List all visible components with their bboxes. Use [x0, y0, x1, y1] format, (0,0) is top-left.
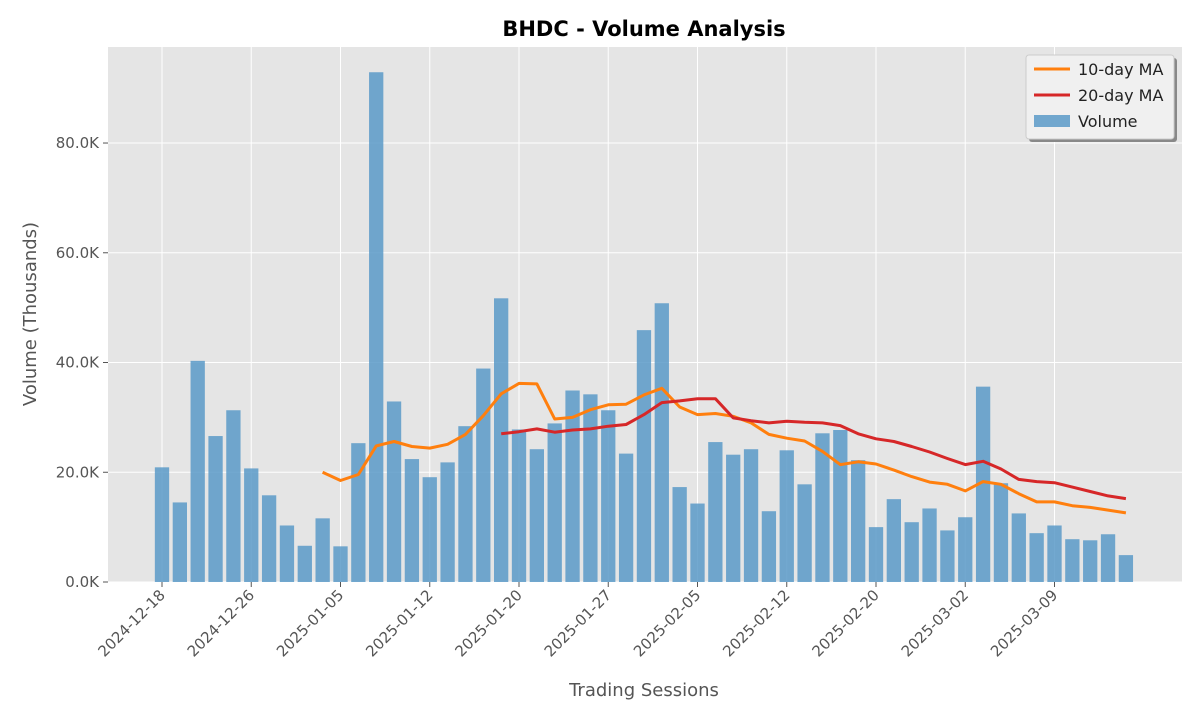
y-tick-label: 80.0K — [56, 134, 100, 152]
volume-bar — [1047, 525, 1061, 582]
volume-bar — [887, 499, 901, 582]
volume-bar — [583, 394, 597, 582]
volume-bar — [797, 484, 811, 582]
volume-bar — [940, 530, 954, 582]
y-tick-label: 40.0K — [56, 354, 100, 372]
volume-bar — [726, 455, 740, 582]
volume-bar — [387, 401, 401, 582]
volume-bar — [173, 502, 187, 582]
volume-bar — [780, 450, 794, 582]
volume-bar — [1030, 533, 1044, 582]
volume-bar — [440, 462, 454, 582]
volume-bar — [762, 511, 776, 582]
y-tick-label: 20.0K — [56, 463, 100, 481]
volume-bar — [708, 442, 722, 582]
x-axis-label: Trading Sessions — [568, 680, 719, 701]
y-tick-label: 60.0K — [56, 244, 100, 262]
volume-bar — [619, 454, 633, 582]
volume-bar — [994, 483, 1008, 582]
volume-bar — [851, 460, 865, 582]
volume-bar — [369, 72, 383, 582]
volume-bar — [405, 459, 419, 582]
chart-title: BHDC - Volume Analysis — [502, 17, 785, 41]
volume-bar — [333, 546, 347, 582]
volume-bar — [548, 423, 562, 582]
volume-bar — [1119, 555, 1133, 582]
volume-bar — [244, 468, 258, 582]
legend: 10-day MA 20-day MA Volume — [1026, 55, 1177, 142]
legend-label: 20-day MA — [1078, 86, 1163, 105]
volume-bar — [494, 298, 508, 582]
volume-bar — [833, 430, 847, 582]
volume-bar — [512, 429, 526, 582]
volume-bar — [208, 436, 222, 582]
legend-label: 10-day MA — [1078, 60, 1163, 79]
volume-bar — [922, 508, 936, 582]
volume-bar — [1101, 534, 1115, 582]
y-tick-label: 0.0K — [65, 573, 100, 591]
volume-bar — [1083, 540, 1097, 582]
volume-bar — [601, 410, 615, 582]
volume-bar — [191, 361, 205, 582]
volume-bar — [869, 527, 883, 582]
legend-swatch — [1034, 115, 1070, 127]
volume-bar — [1012, 513, 1026, 582]
volume-bar — [637, 330, 651, 582]
volume-bar — [655, 303, 669, 582]
volume-bar — [690, 504, 704, 582]
volume-bar — [458, 426, 472, 582]
y-axis-label: Volume (Thousands) — [20, 222, 41, 406]
volume-bar — [958, 517, 972, 582]
legend-label: Volume — [1078, 112, 1138, 131]
volume-bar — [1065, 539, 1079, 582]
volume-bar — [262, 495, 276, 582]
volume-bar — [673, 487, 687, 582]
volume-bar — [155, 467, 169, 582]
volume-bar — [226, 410, 240, 582]
volume-bar — [298, 546, 312, 582]
volume-bar — [316, 518, 330, 582]
volume-bar — [744, 449, 758, 582]
volume-bar — [476, 369, 490, 582]
volume-bar — [280, 525, 294, 582]
volume-bar — [530, 449, 544, 582]
volume-bar — [423, 477, 437, 582]
volume-bar — [905, 522, 919, 582]
